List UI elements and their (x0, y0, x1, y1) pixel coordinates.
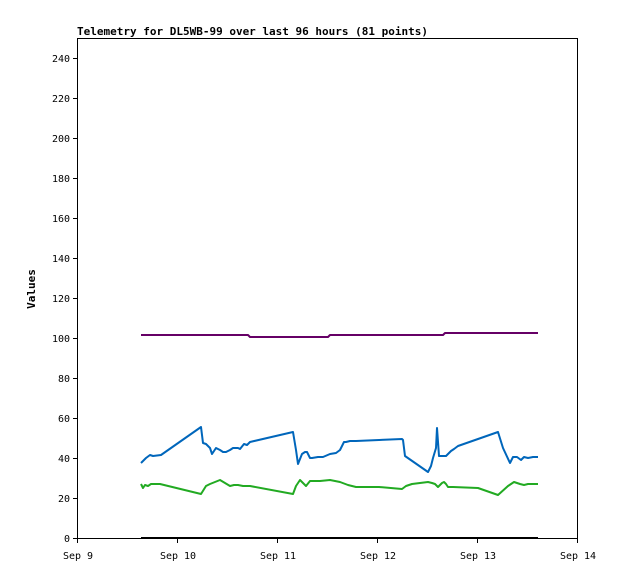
y-axis-title: Values (25, 269, 38, 309)
chart-title: Telemetry for DL5WB-99 over last 96 hour… (77, 25, 428, 38)
series-line-2 (140, 426, 538, 473)
series-layer (140, 332, 538, 539)
y-tick-label: 220 (52, 94, 70, 105)
y-tick-label: 200 (52, 134, 70, 145)
x-tick-label: Sep 14 (560, 551, 596, 562)
x-tick-label: Sep 9 (63, 551, 93, 562)
y-tick-label: 60 (58, 414, 70, 425)
y-tick-label: 20 (58, 494, 70, 505)
y-tick-label: 100 (52, 334, 70, 345)
x-tick-label: Sep 10 (160, 551, 196, 562)
y-tick-label: 140 (52, 254, 70, 265)
y-tick-label: 240 (52, 54, 70, 65)
x-tick-label: Sep 13 (460, 551, 496, 562)
y-tick-label: 40 (58, 454, 70, 465)
y-tick-label: 80 (58, 374, 70, 385)
y-axis-ticks: 0 20 40 60 80 100 120 140 160 180 200 220 240 (52, 54, 78, 545)
x-axis-ticks: Sep 9 Sep 10 Sep 11 Sep 12 Sep 13 Sep 14 (63, 538, 596, 562)
y-tick-label: 120 (52, 294, 70, 305)
x-tick-label: Sep 12 (360, 551, 396, 562)
y-tick-label: 160 (52, 214, 70, 225)
y-tick-label: 180 (52, 174, 70, 185)
series-line-1 (141, 332, 538, 338)
y-tick-label: 0 (64, 534, 70, 545)
series-line-3 (140, 479, 538, 496)
x-tick-label: Sep 11 (260, 551, 296, 562)
